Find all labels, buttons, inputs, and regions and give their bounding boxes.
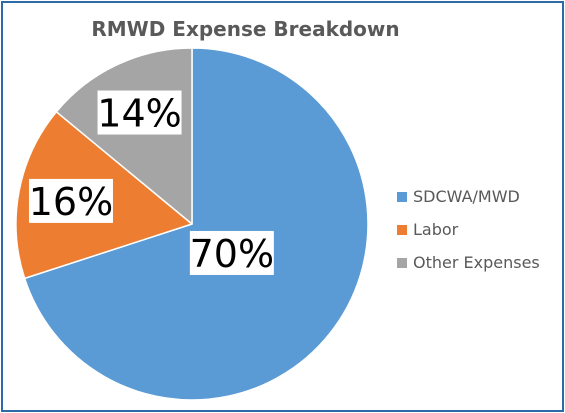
legend-swatch-other-expenses	[397, 257, 407, 268]
legend-item-sdcwa-mwd: SDCWA/MWD	[397, 180, 540, 213]
data-label-box	[189, 230, 274, 275]
data-label-text: 14%	[97, 92, 181, 136]
pie-slice-sdcwa-mwd	[23, 47, 369, 401]
data-label-sdcwa-mwd: 70%	[189, 230, 274, 276]
legend-item-labor: Labor	[397, 213, 540, 246]
chart-title: RMWD Expense Breakdown	[91, 17, 400, 41]
legend-item-other-expenses: Other Expenses	[397, 246, 540, 279]
data-label-box	[28, 178, 113, 223]
legend-label-other-expenses: Other Expenses	[413, 253, 540, 272]
pie-slices	[15, 47, 369, 401]
data-label-box	[97, 90, 182, 135]
data-label-text: 16%	[29, 180, 113, 224]
data-label-other-expenses: 14%	[97, 90, 182, 136]
legend-label-labor: Labor	[413, 220, 459, 239]
legend: SDCWA/MWD Labor Other Expenses	[397, 180, 540, 279]
pie-data-labels: 70% 16% 14%	[28, 90, 274, 276]
data-label-text: 70%	[190, 232, 274, 276]
legend-swatch-labor	[397, 224, 407, 235]
legend-swatch-sdcwa-mwd	[397, 191, 407, 202]
legend-label-sdcwa-mwd: SDCWA/MWD	[413, 187, 520, 206]
data-label-labor: 16%	[28, 178, 113, 224]
